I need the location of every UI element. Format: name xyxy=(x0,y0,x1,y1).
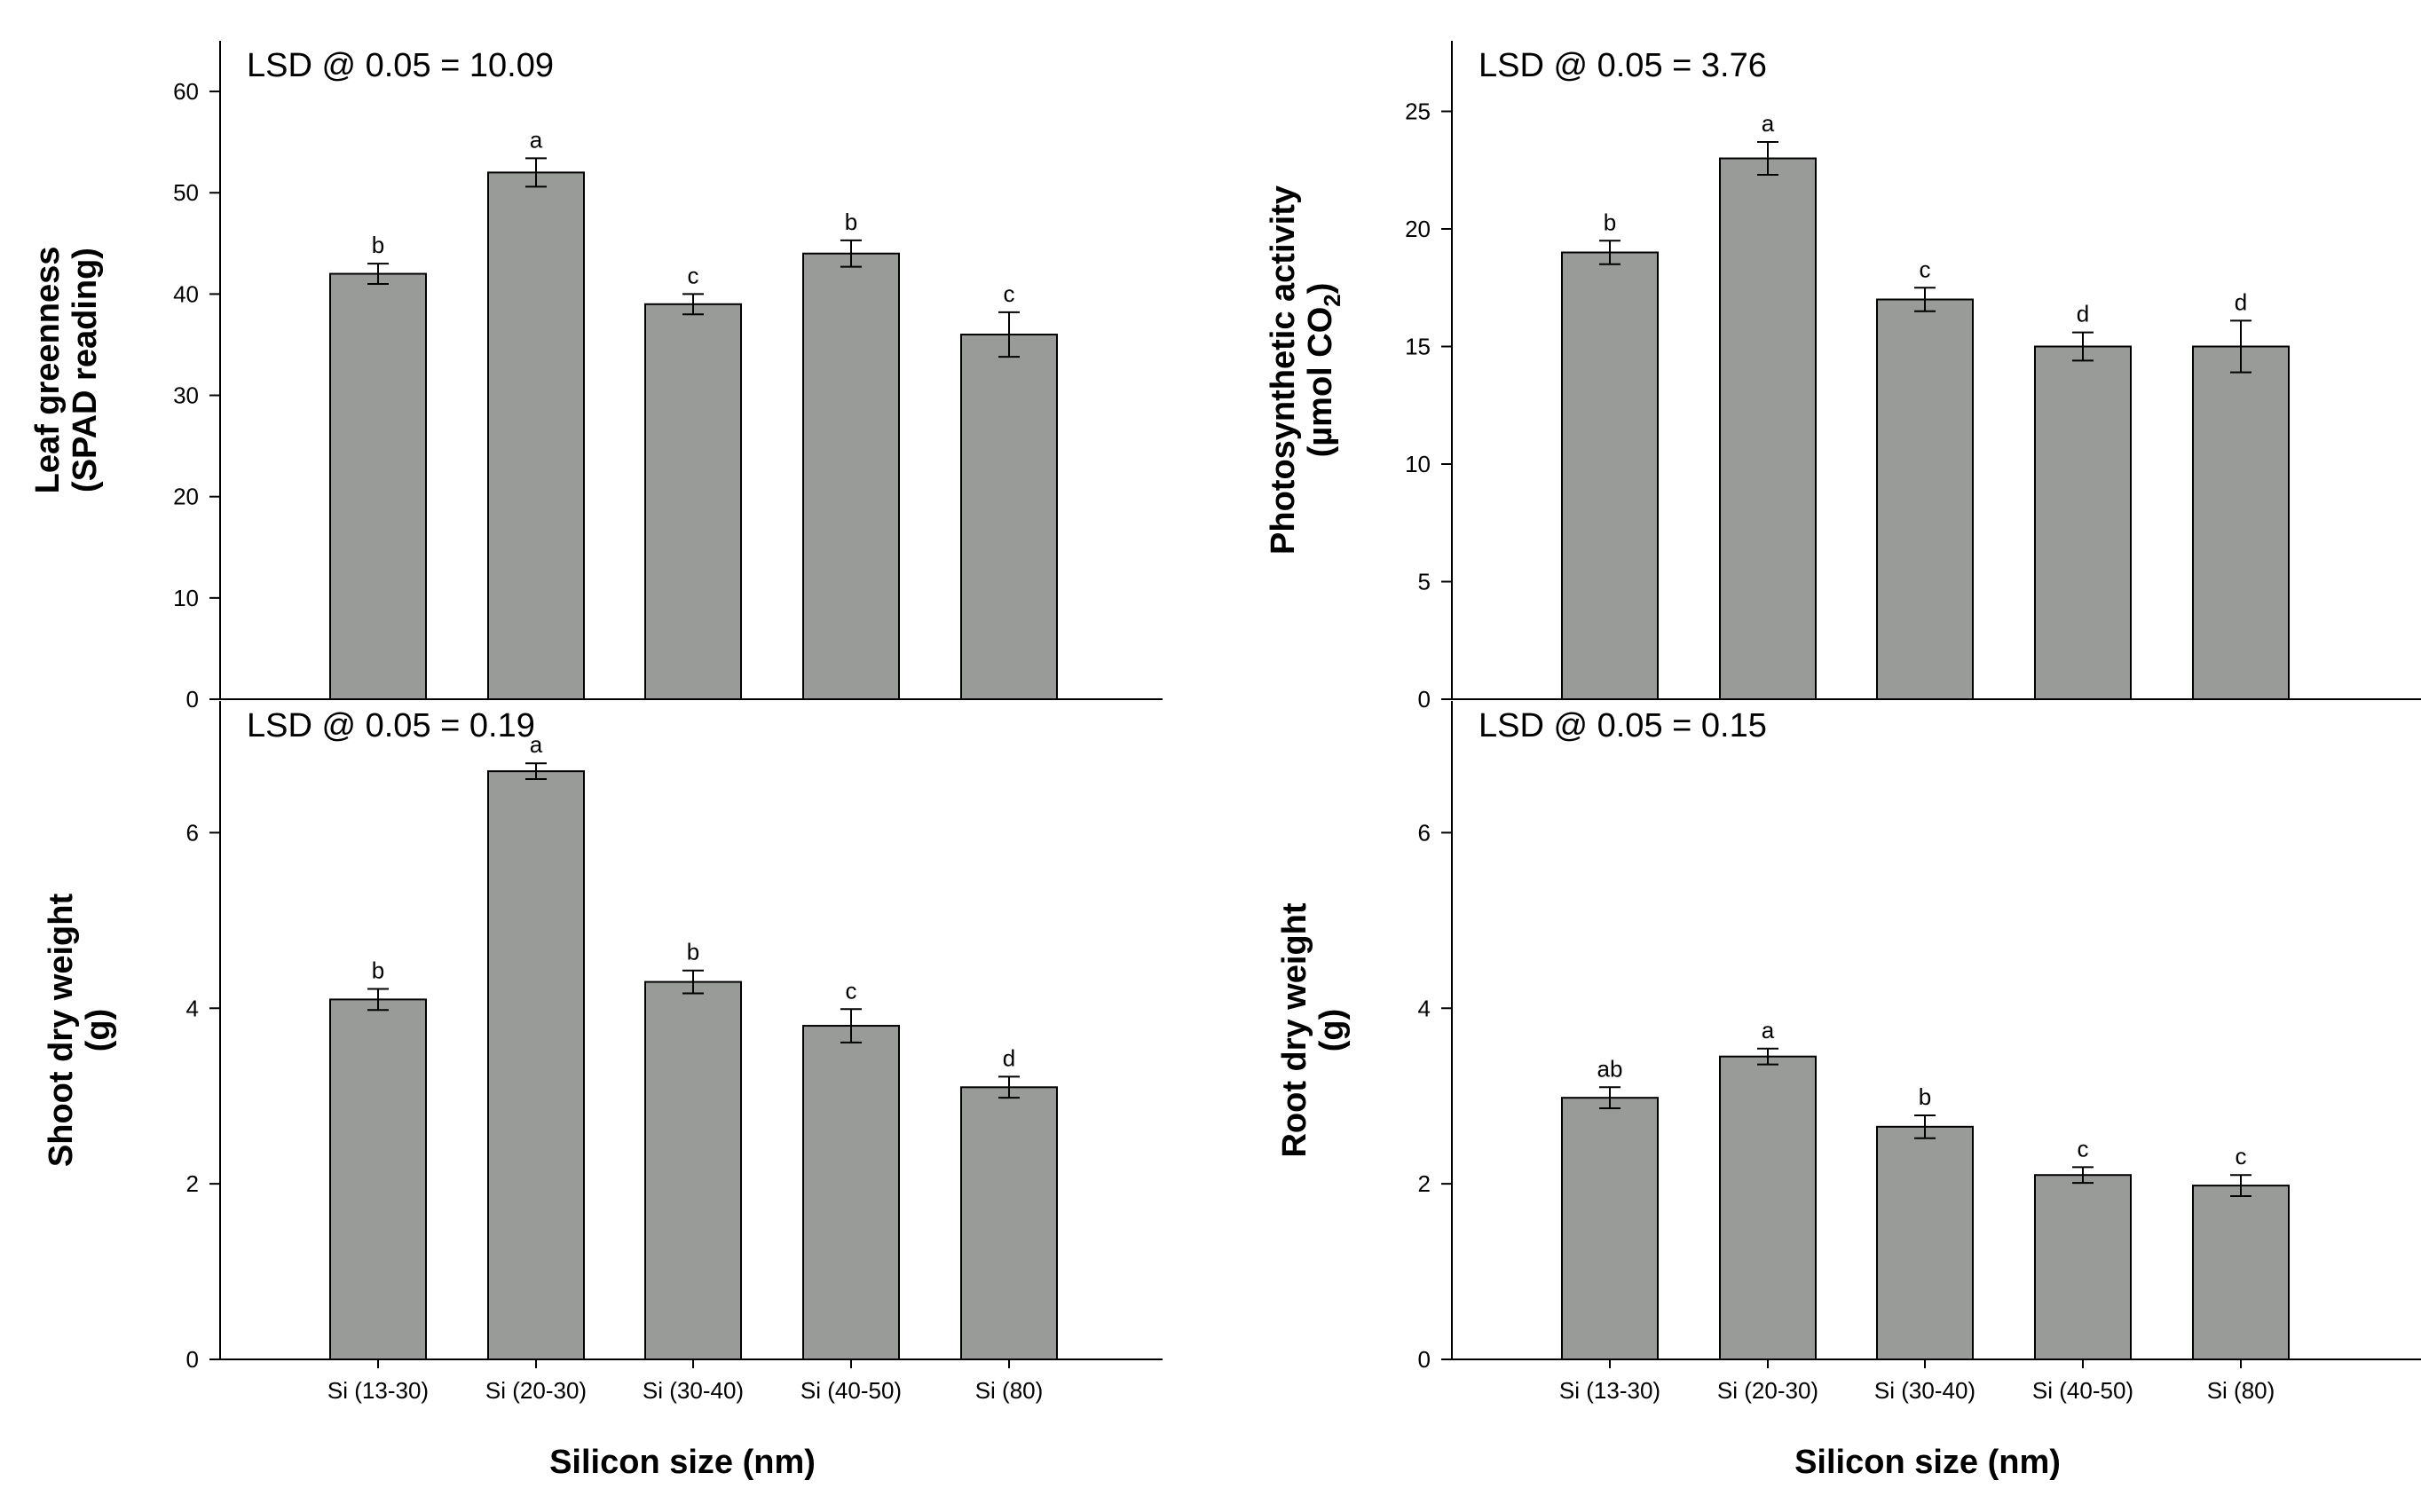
significance-letter: b xyxy=(372,232,384,258)
chart-panel-top-right: 0 5 10 15 20 25 b a c d d LSD @ 0.05 = 3.76 Photosyn… xyxy=(1265,41,2421,713)
y-tick-label: 0 xyxy=(186,1346,199,1373)
y-tick-label: 10 xyxy=(1405,451,1431,477)
bar-2 xyxy=(488,172,584,699)
significance-letter: c xyxy=(2236,1143,2247,1169)
y-axis-label-line-1: Leaf greenness xyxy=(29,247,67,494)
significance-letter: c xyxy=(688,262,699,288)
y-tick-label: 30 xyxy=(173,382,199,409)
y-tick-label: 20 xyxy=(173,484,199,510)
x-tick-label: Si (13-30) xyxy=(1559,1377,1660,1404)
y-tick-label: 0 xyxy=(1418,686,1431,713)
y-axis-label-line-2: (g) xyxy=(1313,1009,1351,1052)
y-tick-label: 2 xyxy=(186,1170,199,1197)
significance-letter: c xyxy=(846,977,857,1004)
lsd-annotation: LSD @ 0.05 = 3.76 xyxy=(1479,47,1767,84)
bar-1 xyxy=(330,274,426,699)
x-axis-label: Silicon size (nm) xyxy=(1794,1444,2061,1481)
y-axis-label-line-2: (g) xyxy=(80,1009,117,1052)
bar-1 xyxy=(1562,253,1658,700)
significance-letter: a xyxy=(1762,110,1775,137)
y-tick-label: 4 xyxy=(1418,995,1431,1021)
y-tick-label: 4 xyxy=(186,995,199,1021)
bar-4 xyxy=(2035,347,2131,700)
y-axis-label: Shoot dry weight(g) xyxy=(43,894,117,1168)
significance-letter: d xyxy=(2077,301,2089,327)
significance-letter: d xyxy=(2235,288,2247,315)
y-axis-label-close: ) xyxy=(1302,283,1339,295)
y-axis-label-subscript: 2 xyxy=(1319,294,1345,306)
x-tick-label: Si (40-50) xyxy=(2032,1377,2133,1404)
chart-panel-top-left: 0 10 20 30 40 50 60 b a c b c LSD @ 0.05 = 10.09 Leaf… xyxy=(29,41,1163,713)
lsd-annotation: LSD @ 0.05 = 0.15 xyxy=(1479,707,1767,744)
y-axis-label: Root dry weight(g) xyxy=(1276,902,1351,1157)
y-tick-label: 20 xyxy=(1405,216,1431,242)
x-tick-label: Si (80) xyxy=(975,1377,1044,1404)
bar-5 xyxy=(961,1087,1057,1359)
x-tick-label: Si (20-30) xyxy=(485,1377,587,1404)
figure: 0102030405060bacbcLSD @ 0.05 = 10.09Leaf… xyxy=(0,0,2421,1512)
x-axis-label: Silicon size (nm) xyxy=(549,1444,816,1481)
significance-letter: b xyxy=(687,939,699,965)
x-tick-label: Si (30-40) xyxy=(643,1377,744,1404)
x-tick-label: Si (20-30) xyxy=(1717,1377,1818,1404)
x-tick-label: Si (40-50) xyxy=(800,1377,902,1404)
y-axis-label: Photosynthetic activity(µmol CO2) xyxy=(1265,185,1345,555)
y-tick-label: 40 xyxy=(173,280,199,307)
y-tick-label: 6 xyxy=(1418,819,1431,846)
significance-letter: b xyxy=(372,957,384,984)
y-tick-label: 10 xyxy=(173,585,199,611)
y-tick-label: 50 xyxy=(173,179,199,206)
significance-letter: c xyxy=(1920,256,1931,282)
significance-letter: a xyxy=(530,126,543,153)
y-axis-label: Leaf greenness(SPAD reading) xyxy=(29,247,104,494)
bar-4 xyxy=(803,254,899,699)
y-tick-label: 5 xyxy=(1418,569,1431,595)
bar-3 xyxy=(645,304,741,699)
y-tick-label: 0 xyxy=(1418,1346,1431,1373)
bar-2 xyxy=(488,771,584,1359)
y-axis-label-line-1: Photosynthetic activity xyxy=(1265,185,1302,555)
bar-3 xyxy=(1877,300,1973,700)
significance-letter: ab xyxy=(1597,1055,1623,1082)
chart-panel-bottom-right: 0 2 4 6 ab Si (13-30) a Si (20-30) b Si (30-40) c S… xyxy=(1276,701,2421,1481)
bar-1 xyxy=(330,999,426,1359)
y-axis-label-line-1: Root dry weight xyxy=(1276,902,1313,1157)
y-tick-label: 25 xyxy=(1405,98,1431,125)
y-tick-label: 15 xyxy=(1405,334,1431,360)
x-tick-label: Si (30-40) xyxy=(1874,1377,1975,1404)
significance-letter: c xyxy=(1004,280,1015,307)
significance-letter: d xyxy=(1003,1044,1015,1071)
x-tick-label: Si (80) xyxy=(2207,1377,2275,1404)
bar-1 xyxy=(1562,1098,1658,1359)
y-axis-label-line-2: (µmol CO xyxy=(1302,307,1339,458)
y-tick-label: 6 xyxy=(186,819,199,846)
bar-3 xyxy=(645,982,741,1359)
significance-letter: b xyxy=(1919,1083,1931,1110)
bar-2 xyxy=(1720,1057,1816,1359)
bar-4 xyxy=(2035,1175,2131,1359)
bar-5 xyxy=(2193,347,2289,700)
bar-4 xyxy=(803,1026,899,1359)
y-axis-label-line-2: (SPAD reading) xyxy=(67,248,104,492)
bar-5 xyxy=(2193,1185,2289,1359)
y-tick-label: 2 xyxy=(1418,1170,1431,1197)
significance-letter: b xyxy=(845,209,857,235)
lsd-annotation: LSD @ 0.05 = 10.09 xyxy=(247,47,554,84)
y-axis-label-line-1: Shoot dry weight xyxy=(43,894,80,1168)
significance-letter: b xyxy=(1604,209,1616,235)
lsd-annotation: LSD @ 0.05 = 0.19 xyxy=(247,707,535,744)
bar-2 xyxy=(1720,159,1816,700)
significance-letter: c xyxy=(2078,1135,2089,1162)
y-tick-label: 0 xyxy=(186,686,199,713)
significance-letter: a xyxy=(1762,1017,1775,1043)
y-tick-label: 60 xyxy=(173,78,199,105)
bar-5 xyxy=(961,335,1057,699)
bar-3 xyxy=(1877,1127,1973,1359)
x-tick-label: Si (13-30) xyxy=(327,1377,429,1404)
